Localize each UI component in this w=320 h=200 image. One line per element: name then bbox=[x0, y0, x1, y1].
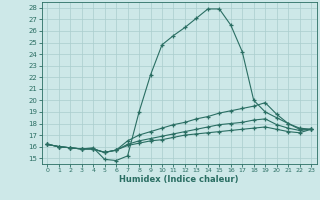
X-axis label: Humidex (Indice chaleur): Humidex (Indice chaleur) bbox=[119, 175, 239, 184]
